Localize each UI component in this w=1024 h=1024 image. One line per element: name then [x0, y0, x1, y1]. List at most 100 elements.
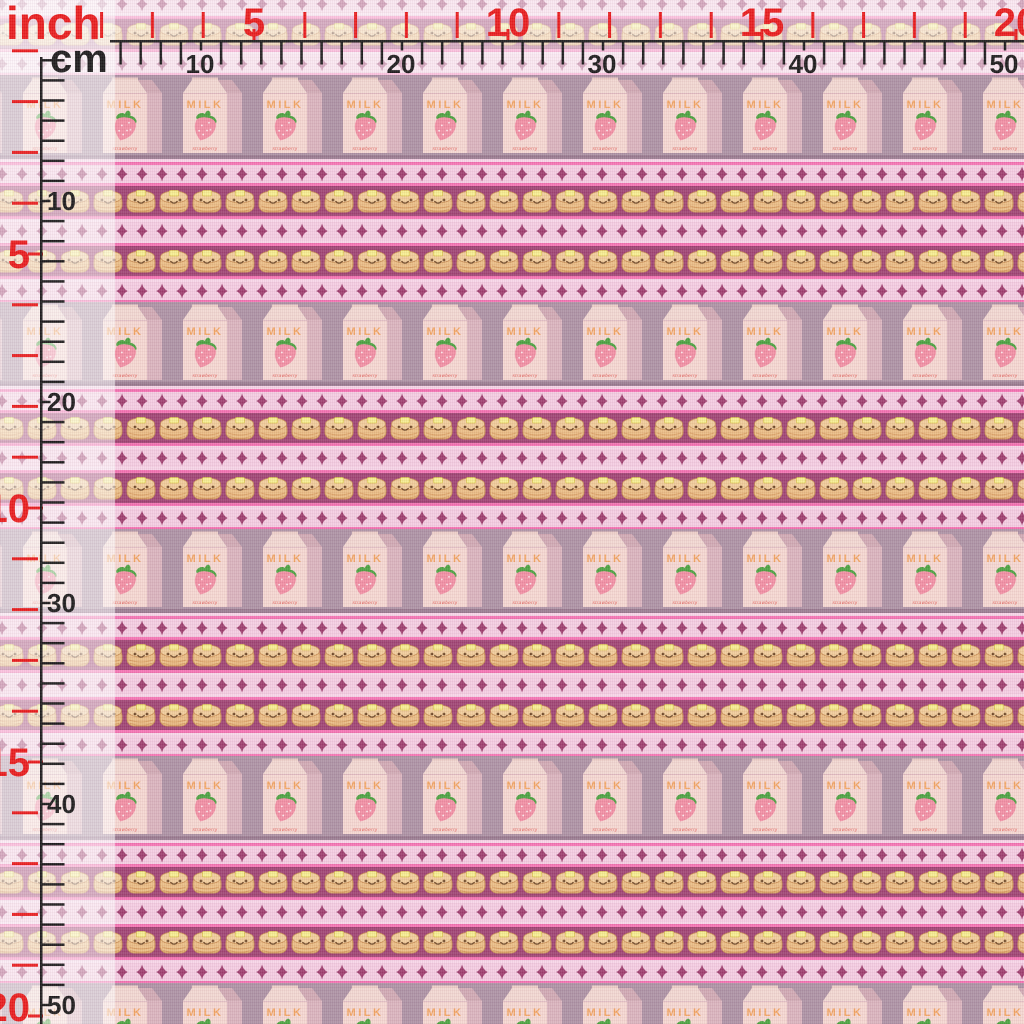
pancake-icon [555, 416, 585, 440]
pancake-icon [555, 703, 585, 727]
pancake-icon [621, 643, 651, 667]
pancake-icon [588, 476, 618, 500]
pancake-icon [621, 189, 651, 213]
pancake-icon [951, 189, 981, 213]
pancake-icon [720, 703, 750, 727]
cm-tick [42, 99, 65, 102]
inch-tick [658, 12, 662, 38]
pancake-icon [852, 249, 882, 273]
pancake-icon [291, 189, 321, 213]
inch-tick [404, 12, 408, 38]
cm-number: 30 [47, 588, 76, 618]
pancake-icon [588, 416, 618, 440]
diamond-band [0, 165, 1024, 183]
milk-carton [262, 531, 323, 608]
pancake-icon [258, 189, 288, 213]
cm-tick [561, 42, 565, 65]
pancake-icon [588, 930, 618, 954]
pancake-icon [159, 703, 189, 727]
pancake-icon [720, 870, 750, 894]
cm-number: 40 [47, 789, 76, 819]
milk-carton [342, 304, 403, 381]
pancake-icon [753, 703, 783, 727]
pancake-icon [291, 476, 321, 500]
pancake-icon [621, 703, 651, 727]
pancake-icon [984, 930, 1014, 954]
pancake-icon [654, 416, 684, 440]
pancake-icon [753, 476, 783, 500]
pancake-icon [951, 476, 981, 500]
milk-carton [262, 985, 323, 1024]
milk-carton [502, 985, 563, 1024]
pancake-icon [489, 930, 519, 954]
pancake-icon [720, 189, 750, 213]
inch-tick [963, 12, 967, 38]
milk-carton [422, 758, 483, 835]
inch-tick [12, 963, 38, 967]
pancake-icon [258, 416, 288, 440]
milk-carton [902, 77, 963, 154]
cm-tick [42, 802, 51, 806]
pancake-icon [984, 249, 1014, 273]
cm-tick [42, 219, 65, 223]
cm-ruler-line [40, 57, 43, 1024]
cm-tick [42, 79, 65, 82]
pancake-icon [159, 870, 189, 894]
milk-carton [902, 985, 963, 1024]
diamond-band [0, 963, 1024, 981]
pancake-icon [225, 416, 255, 440]
pancake-icon [555, 643, 585, 667]
pancake-icon [192, 703, 222, 727]
pancake-icon [918, 870, 948, 894]
pancake-icon [225, 870, 255, 894]
cm-tick [521, 42, 524, 65]
pancake-icon [984, 870, 1014, 894]
stripe [0, 467, 1024, 470]
pancake-icon [456, 930, 486, 954]
cm-tick [199, 42, 203, 51]
pancake-icon [225, 930, 255, 954]
cm-tick [601, 42, 605, 51]
stripe [0, 613, 1024, 616]
pancake-icon [357, 249, 387, 273]
stripe [0, 470, 1024, 473]
cm-tick [400, 42, 404, 51]
cm-tick [179, 42, 183, 65]
pancake-icon [423, 930, 453, 954]
milk-carton [822, 304, 883, 381]
pancake-icon [588, 189, 618, 213]
cm-tick [280, 42, 283, 65]
pancake-icon [984, 416, 1014, 440]
cm-tick [42, 159, 65, 163]
inch-unit-label: inch [6, 0, 101, 49]
pancake-icon [159, 643, 189, 667]
diamond-band [0, 676, 1024, 694]
pancake-icon [225, 249, 255, 273]
stripe [0, 864, 1024, 867]
pancake-icon [159, 416, 189, 440]
cm-tick [42, 742, 65, 745]
pancake-icon [555, 189, 585, 213]
inch-tick [760, 29, 764, 40]
pancake-icon [819, 930, 849, 954]
inch-tick [150, 12, 154, 38]
stripe [0, 240, 1024, 243]
milk-carton [342, 77, 403, 154]
stripe [0, 981, 1024, 983]
cm-number: 30 [588, 49, 617, 79]
stripe [0, 300, 1024, 302]
pancake-icon [225, 703, 255, 727]
diamond-band [0, 282, 1024, 300]
cm-tick [722, 42, 725, 65]
cm-tick [42, 199, 51, 203]
pancake-icon [489, 703, 519, 727]
pancake-icon [258, 870, 288, 894]
pancake-icon [324, 476, 354, 500]
pancake-icon [819, 249, 849, 273]
cm-tick [42, 380, 65, 384]
inch-tick [12, 404, 38, 408]
stripe [0, 733, 1024, 736]
pancake-icon [753, 189, 783, 213]
